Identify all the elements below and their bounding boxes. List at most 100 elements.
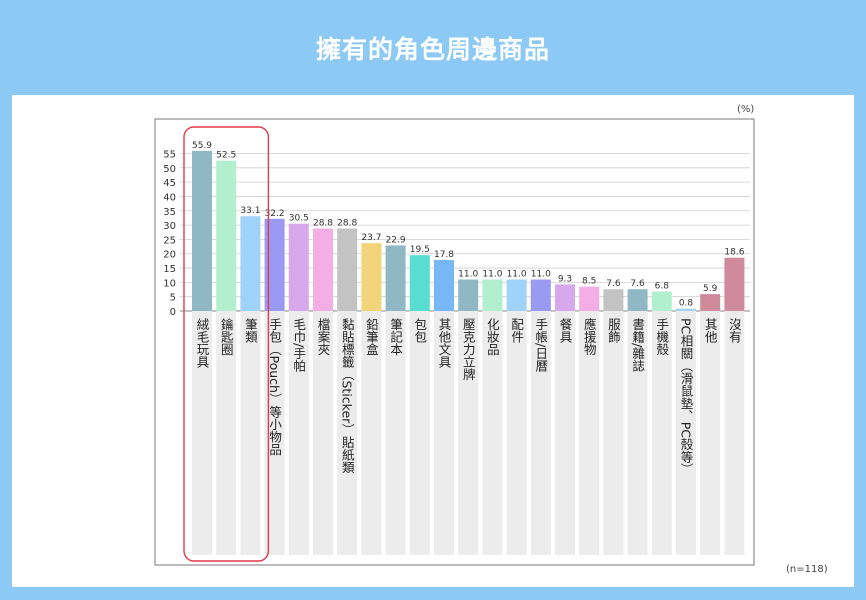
bar	[288, 223, 309, 311]
bar	[651, 291, 672, 311]
category-labels: 絨毛玩具 鑰匙圈 筆類 手包（Pouch）等小物品 毛巾/手帕 檔案夾 黏貼標籤（Stick…	[195, 317, 742, 476]
category-label: 沒有	[727, 318, 742, 343]
bars	[192, 150, 745, 311]
category-background	[627, 311, 648, 555]
bar	[385, 245, 406, 311]
category-background	[724, 311, 745, 555]
category-label: 書籍/雜誌	[630, 318, 645, 372]
bar	[555, 284, 575, 311]
data-label: 11.0	[482, 270, 502, 280]
category-background	[530, 311, 551, 555]
bar	[434, 260, 454, 311]
category-label: 毛巾/手帕	[291, 318, 306, 372]
category-label: 包包	[412, 318, 427, 343]
bar	[700, 294, 721, 311]
category-background	[603, 311, 624, 555]
highlight-box	[183, 126, 270, 562]
category-background	[506, 311, 527, 555]
data-label: 52.5	[216, 151, 236, 161]
category-label: 鑰匙圈	[219, 317, 234, 356]
bar	[240, 216, 261, 311]
data-label: 32.2	[265, 209, 285, 219]
plot-frame	[154, 118, 755, 566]
bar	[579, 286, 600, 311]
category-label: 服飾	[606, 318, 621, 343]
y-tick-label: 10	[163, 278, 176, 289]
bar	[192, 150, 212, 311]
y-tick-label: 30	[163, 221, 176, 232]
y-tick-label: 35	[163, 207, 176, 218]
data-label: 19.5	[410, 245, 430, 255]
data-label: 7.6	[630, 279, 645, 289]
data-label: 30.5	[289, 214, 309, 224]
data-label: 5.9	[703, 284, 718, 294]
category-background	[434, 311, 454, 555]
category-label: 鉛筆盒	[364, 318, 379, 356]
category-label: 手帳/日曆	[533, 318, 548, 373]
category-background	[192, 311, 212, 555]
data-label: 22.9	[386, 235, 406, 245]
category-background	[676, 311, 696, 555]
y-tick-label: 55	[163, 150, 176, 161]
category-background	[216, 311, 237, 555]
bar	[482, 279, 503, 311]
data-label: 0.8	[679, 299, 694, 309]
plot-border	[154, 118, 755, 566]
category-label: 手機殼	[654, 318, 669, 356]
y-tick-label: 40	[163, 192, 176, 203]
category-label: 化妝品	[485, 318, 500, 356]
bar	[216, 160, 237, 311]
bar	[409, 255, 430, 311]
highlight-frame	[183, 126, 270, 562]
y-tick-label: 5	[170, 293, 176, 304]
bar	[458, 279, 479, 311]
category-background	[288, 311, 309, 555]
data-label: 55.9	[192, 141, 212, 151]
page-title: 擁有的角色周邊商品	[315, 35, 550, 64]
y-axis-ticks: 0 5 10 15 20 25 30 35 40 45 50 55	[163, 150, 176, 319]
category-label: 應援物	[582, 317, 597, 356]
bar	[313, 228, 333, 311]
category-background	[700, 311, 721, 555]
bar	[530, 279, 551, 311]
bar	[724, 257, 745, 311]
data-label: 11.0	[458, 270, 478, 280]
category-label: 筆類	[243, 318, 258, 344]
bar	[627, 289, 648, 311]
data-label: 23.7	[361, 233, 381, 243]
bar	[676, 308, 696, 311]
data-label: 28.8	[337, 219, 357, 229]
data-label: 8.5	[582, 277, 596, 287]
category-background	[361, 311, 382, 555]
category-label: 其他	[703, 318, 718, 343]
y-tick-label: 25	[163, 235, 176, 246]
category-backgrounds	[192, 311, 745, 555]
data-label: 17.8	[434, 250, 454, 260]
data-label: 18.6	[724, 248, 744, 258]
bar	[337, 228, 358, 311]
category-background	[337, 311, 358, 555]
category-background	[385, 311, 406, 555]
category-label: 配件	[509, 318, 524, 343]
category-background	[409, 311, 430, 555]
category-label: 檔案夾	[316, 318, 331, 356]
bar	[603, 289, 624, 311]
category-label: 手包（Pouch）等小物品	[267, 318, 282, 455]
category-background	[313, 311, 333, 555]
unit-label: (%)	[737, 104, 755, 115]
data-label: 33.1	[240, 206, 260, 216]
category-background	[555, 311, 575, 555]
y-tick-label: 20	[163, 250, 176, 261]
data-label: 6.8	[655, 282, 670, 292]
y-tick-label: 15	[163, 264, 176, 275]
sample-size-label: (n=118)	[786, 564, 828, 575]
y-tick-label: 0	[170, 307, 176, 318]
data-label: 28.8	[313, 219, 333, 229]
category-background	[264, 311, 285, 555]
category-label: 黏貼標籤（Sticker）貼紙類	[340, 318, 355, 474]
category-label: PC相關（滑鼠墊、PC殼等）	[679, 318, 694, 476]
bar	[506, 279, 527, 311]
value-labels: 55.9 52.5 33.1 32.2 30.5 28.8 28.8 23.7 22.9 19.5…	[192, 141, 745, 309]
category-label: 其他文具	[437, 318, 452, 368]
